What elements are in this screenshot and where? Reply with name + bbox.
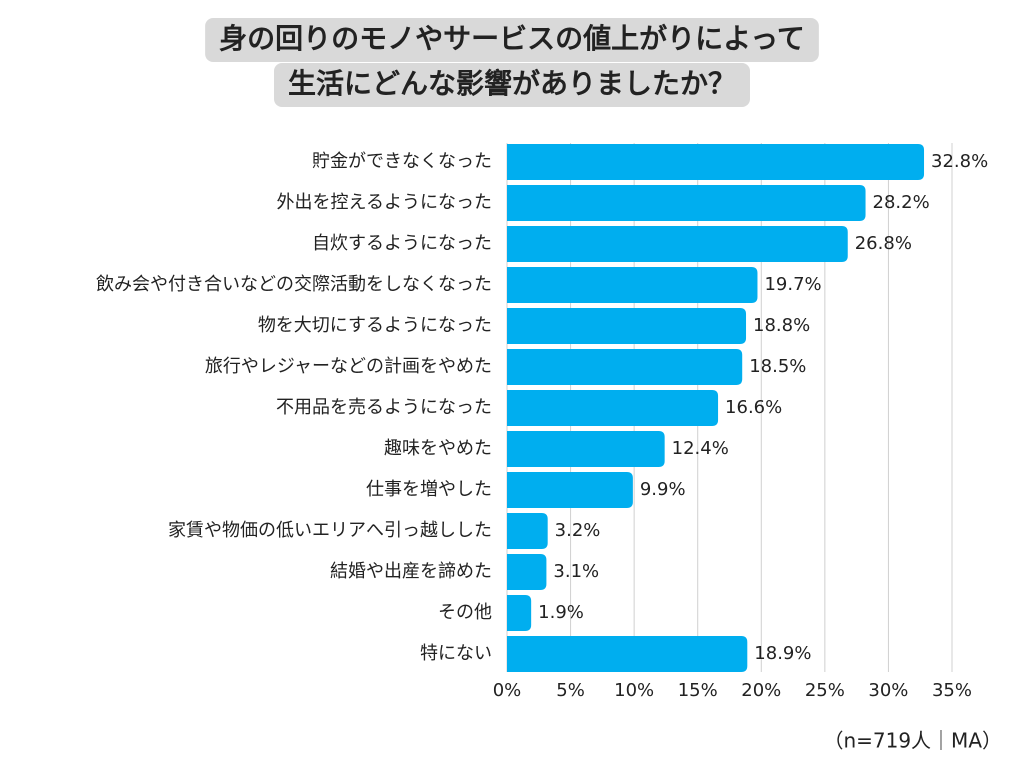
bar [507, 226, 848, 262]
title-box [205, 18, 819, 62]
x-tick-label: 30% [868, 680, 908, 701]
y-tick-label: 特にない [420, 643, 492, 664]
title-box [273, 63, 751, 107]
bar [507, 185, 866, 221]
y-tick-label: 家賃や物価の低いエリアへ引っ越しした [168, 520, 492, 541]
x-tick-label: 25% [805, 680, 845, 701]
y-tick-label: 趣味をやめた [384, 438, 492, 459]
value-label: 1.9% [538, 602, 584, 623]
y-tick-label: 外出を控えるようになった [277, 192, 492, 213]
bar [507, 513, 548, 549]
x-tick-label: 15% [678, 680, 718, 701]
y-tick-label: 結婚や出産を諦めた [330, 561, 492, 582]
sample-note: （n=719人｜MA） [823, 729, 1002, 753]
x-tick-label: 0% [493, 680, 522, 701]
x-tick-label: 5% [556, 680, 585, 701]
y-tick-label: 物を大切にするようになった [258, 315, 492, 336]
y-tick-label: その他 [438, 602, 492, 623]
x-tick-label: 20% [741, 680, 781, 701]
bar [507, 349, 743, 385]
value-label: 18.5% [749, 356, 806, 377]
y-tick-label: 旅行やレジャーなどの計画をやめた [205, 356, 492, 377]
value-label: 12.4% [672, 438, 729, 459]
value-label: 32.8% [931, 151, 988, 172]
x-tick-label: 35% [932, 680, 972, 701]
y-tick-label: 不用品を売るようになった [276, 397, 492, 418]
bar [507, 431, 665, 467]
bar [507, 308, 747, 344]
y-tick-label: 貯金ができなくなった [312, 151, 492, 172]
bar [507, 554, 547, 590]
y-tick-label: 飲み会や付き合いなどの交際活動をしなくなった [96, 274, 492, 295]
value-label: 19.7% [764, 274, 821, 295]
chart-title: 生活にどんな影響がありましたか？ [288, 67, 736, 100]
value-label: 18.8% [753, 315, 810, 336]
value-label: 3.1% [553, 561, 599, 582]
y-tick-label: 自炊するようになった [312, 233, 492, 254]
value-label: 9.9% [640, 479, 686, 500]
bar [507, 390, 719, 426]
bar [507, 472, 633, 508]
value-label: 3.2% [555, 520, 601, 541]
value-label: 16.6% [725, 397, 782, 418]
bar [507, 636, 748, 672]
bar [507, 144, 925, 180]
value-label: 18.9% [754, 643, 811, 664]
bar [507, 595, 532, 631]
value-label: 26.8% [855, 233, 912, 254]
chart-title: 身の回りのモノやサービスの値上がりによって [219, 22, 805, 55]
bar [507, 267, 758, 303]
y-tick-label: 仕事を増やした [366, 479, 492, 500]
value-label: 28.2% [873, 192, 930, 213]
x-tick-label: 10% [614, 680, 654, 701]
